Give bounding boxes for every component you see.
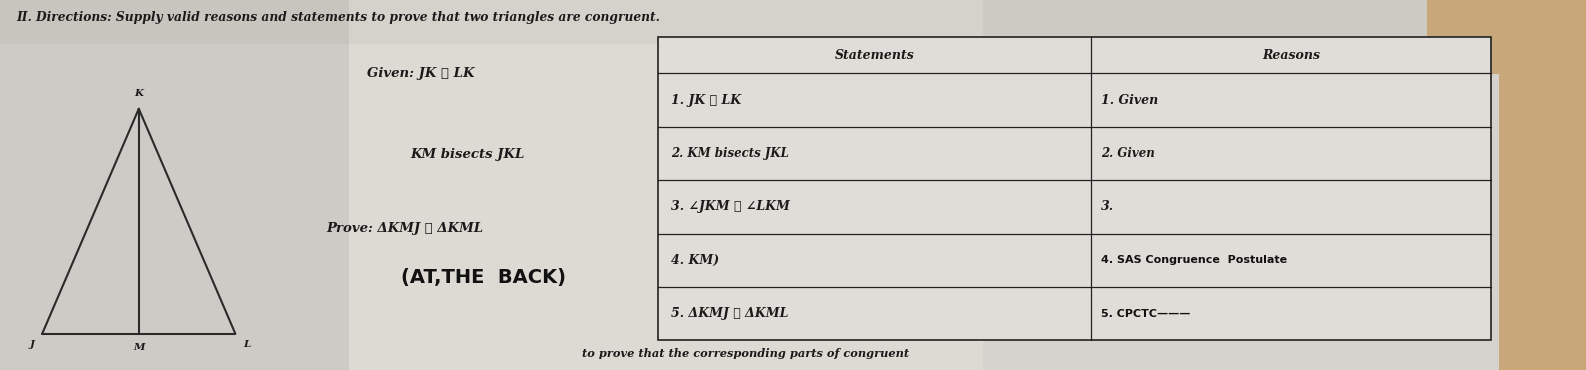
Text: L: L xyxy=(243,340,251,349)
Text: Reasons: Reasons xyxy=(1262,49,1320,62)
Text: 4. KM): 4. KM) xyxy=(671,254,718,267)
Text: II. Directions: Supply valid reasons and statements to prove that two triangles : II. Directions: Supply valid reasons and… xyxy=(16,11,660,24)
Text: Prove: ΔKMJ ≅ ΔKML: Prove: ΔKMJ ≅ ΔKML xyxy=(325,222,484,235)
Text: 3.: 3. xyxy=(1101,201,1113,213)
Text: 1. Given: 1. Given xyxy=(1101,94,1158,107)
Text: to prove that the corresponding parts of congruent: to prove that the corresponding parts of… xyxy=(582,348,909,359)
Text: 3. ∠JKM ≅ ∠LKM: 3. ∠JKM ≅ ∠LKM xyxy=(671,201,790,213)
Text: 5. ΔKMJ ≅ ΔKML: 5. ΔKMJ ≅ ΔKML xyxy=(671,307,788,320)
Text: 4. SAS Congruence  Postulate: 4. SAS Congruence Postulate xyxy=(1101,255,1286,265)
Text: K: K xyxy=(135,89,143,98)
Bar xyxy=(0,0,1499,44)
Text: 2. Given: 2. Given xyxy=(1101,147,1155,160)
Bar xyxy=(349,0,983,370)
Bar xyxy=(0,0,349,370)
Text: Statements: Statements xyxy=(834,49,915,62)
Text: 5. CPCTC———: 5. CPCTC——— xyxy=(1101,309,1190,319)
FancyBboxPatch shape xyxy=(1427,0,1515,74)
Text: M: M xyxy=(133,343,144,352)
Bar xyxy=(983,0,1499,370)
Bar xyxy=(1499,0,1586,370)
Bar xyxy=(658,37,1491,340)
Text: (AT,THE  BACK): (AT,THE BACK) xyxy=(401,268,566,287)
Text: 1. JK ≅ LK: 1. JK ≅ LK xyxy=(671,94,741,107)
Text: KM bisects JKL: KM bisects JKL xyxy=(411,148,525,161)
Text: J: J xyxy=(30,340,35,349)
Text: 2. KM bisects JKL: 2. KM bisects JKL xyxy=(671,147,788,160)
Text: Given: JK ≅ LK: Given: JK ≅ LK xyxy=(366,67,474,80)
